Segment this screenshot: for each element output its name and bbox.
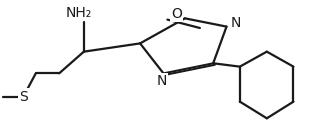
Text: NH₂: NH₂: [66, 6, 92, 20]
Text: S: S: [19, 90, 28, 104]
Text: N: N: [157, 74, 167, 88]
Text: N: N: [231, 16, 241, 30]
Text: O: O: [171, 7, 182, 21]
